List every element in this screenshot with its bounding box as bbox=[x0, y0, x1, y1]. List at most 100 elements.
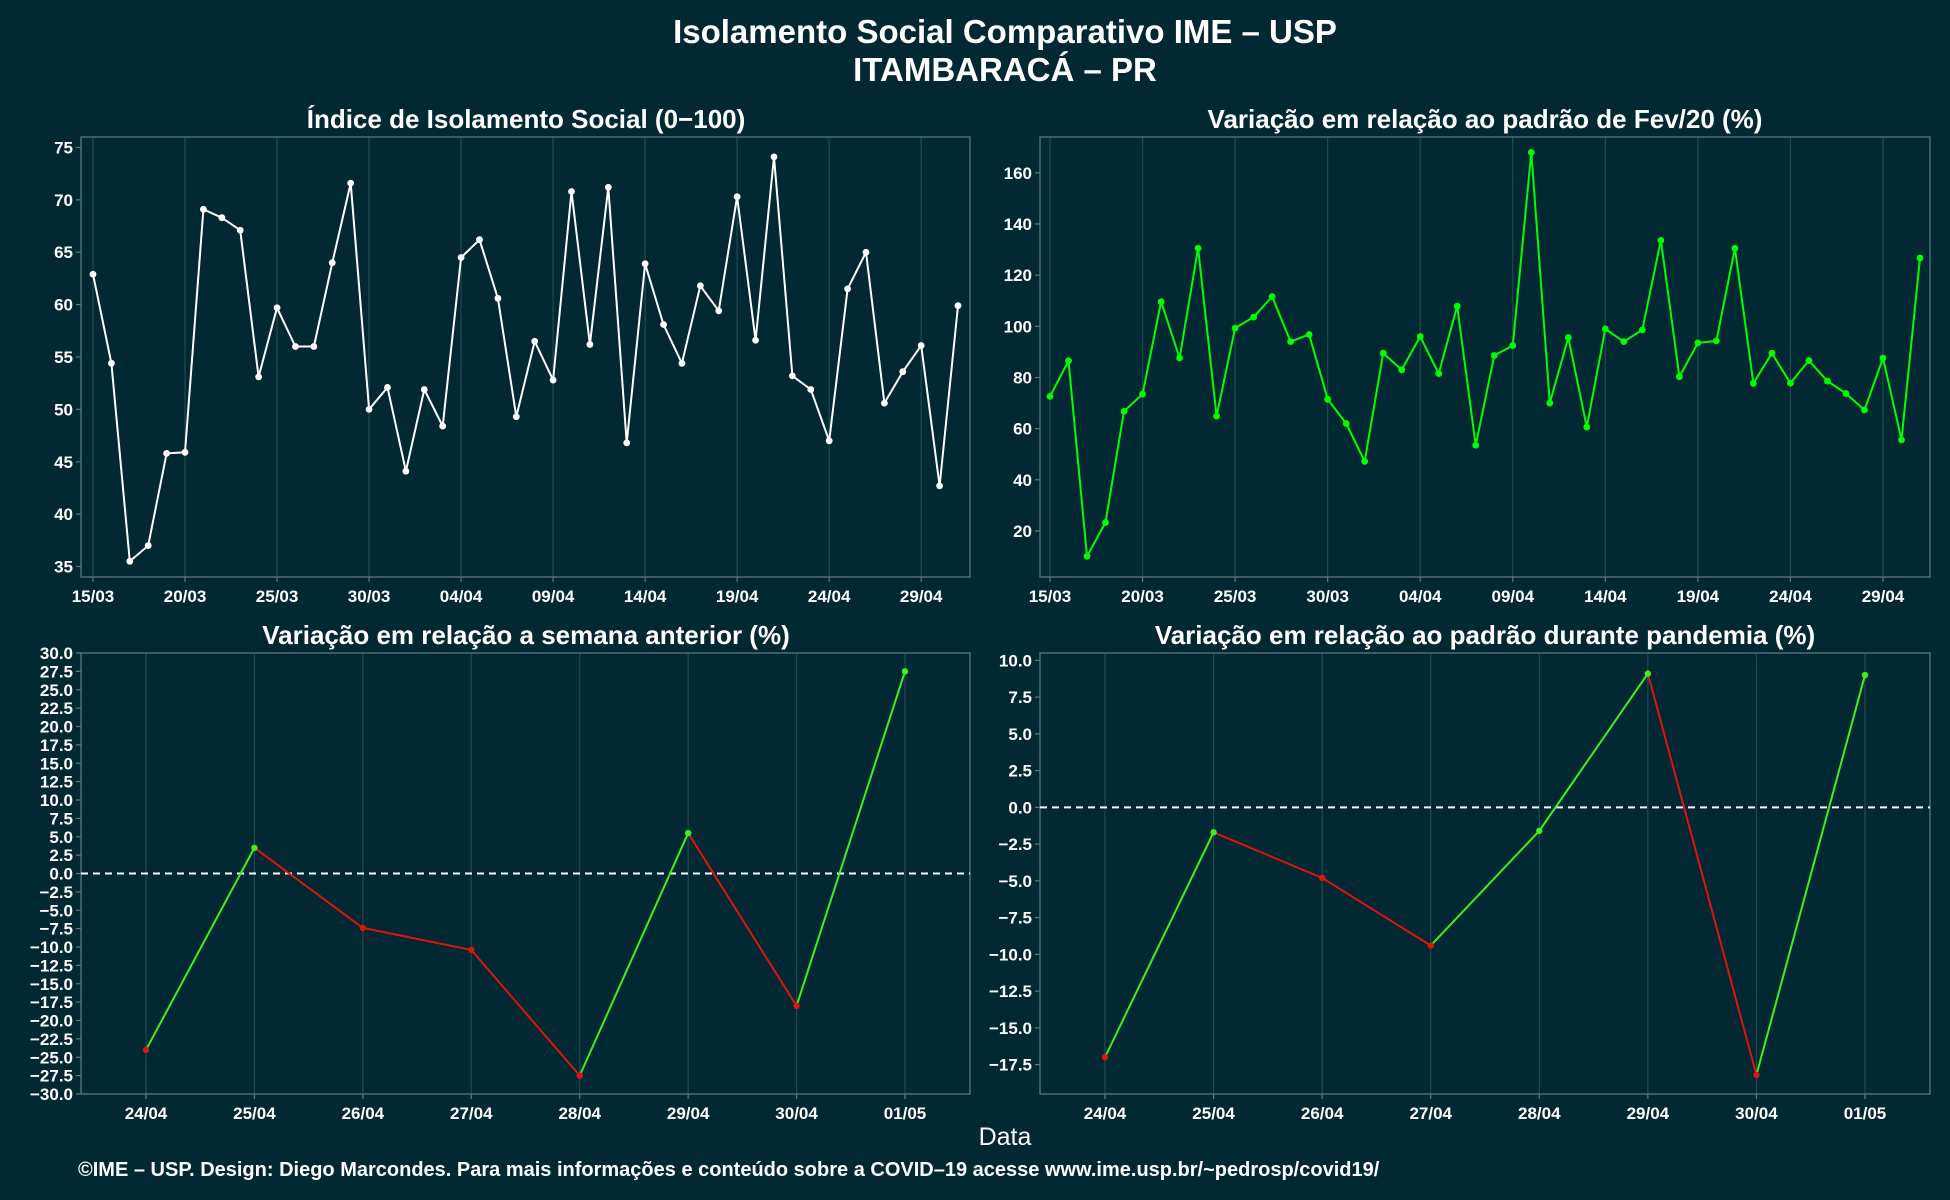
data-point bbox=[89, 270, 97, 278]
data-point bbox=[108, 359, 115, 367]
data-point bbox=[402, 467, 410, 475]
panel-border bbox=[1039, 136, 1931, 578]
x-tick-label: 25/04 bbox=[1192, 1104, 1235, 1123]
data-point bbox=[1536, 827, 1543, 835]
figure-caption: ©IME – USP. Design: Diego Marcondes. Par… bbox=[78, 1159, 1380, 1181]
data-point bbox=[1712, 337, 1720, 345]
x-tick-label: 04/04 bbox=[1399, 587, 1442, 606]
data-point bbox=[1527, 148, 1535, 156]
data-point bbox=[825, 437, 833, 445]
data-point bbox=[696, 282, 704, 290]
data-point bbox=[1583, 423, 1591, 431]
series-line bbox=[1049, 152, 1921, 560]
data-point bbox=[494, 294, 502, 302]
data-point bbox=[623, 439, 631, 447]
data-point bbox=[1268, 293, 1276, 301]
x-tick-label: 30/03 bbox=[348, 587, 391, 606]
data-point bbox=[1861, 671, 1869, 679]
y-tick-label: 0.0 bbox=[49, 865, 73, 884]
x-tick-label: 30/04 bbox=[775, 1104, 818, 1123]
y-tick-label: −7.5 bbox=[39, 920, 73, 939]
y-tick-label: −25.0 bbox=[30, 1048, 73, 1067]
series-segment bbox=[687, 832, 798, 1007]
y-tick-label: 10.0 bbox=[999, 651, 1032, 670]
y-tick-label: −15.0 bbox=[30, 975, 73, 994]
data-point bbox=[1250, 313, 1258, 321]
data-point bbox=[1472, 441, 1480, 449]
x-tick-label: 15/03 bbox=[72, 587, 115, 606]
x-tick-label: 30/04 bbox=[1735, 1104, 1778, 1123]
series-segment bbox=[145, 847, 256, 1051]
data-point bbox=[255, 373, 263, 381]
panel-title-fev: Variação em relação ao padrão de Fev/20 … bbox=[1208, 104, 1763, 134]
data-point bbox=[1379, 349, 1387, 357]
x-tick-label: 25/03 bbox=[256, 587, 299, 606]
data-point bbox=[715, 307, 723, 315]
data-point bbox=[328, 259, 336, 267]
x-tick-label: 14/04 bbox=[624, 587, 667, 606]
x-tick-label: 29/04 bbox=[1862, 587, 1905, 606]
y-tick-label: 50 bbox=[54, 400, 73, 419]
y-tick-label: 2.5 bbox=[1008, 762, 1032, 781]
y-tick-label: 27.5 bbox=[40, 662, 73, 681]
x-tick-label: 04/04 bbox=[440, 587, 483, 606]
y-tick-label: 25.0 bbox=[40, 681, 73, 700]
data-point bbox=[273, 304, 281, 312]
data-point bbox=[236, 226, 244, 234]
data-point bbox=[733, 193, 741, 201]
data-point bbox=[1305, 331, 1313, 338]
panel-title-indice: Índice de Isolamento Social (0−100) bbox=[307, 104, 746, 134]
data-point bbox=[347, 179, 355, 187]
data-point bbox=[844, 285, 851, 293]
data-point bbox=[1824, 377, 1831, 385]
y-tick-label: 40 bbox=[54, 505, 73, 524]
data-point bbox=[218, 214, 226, 222]
data-point bbox=[1916, 254, 1924, 262]
y-tick-label: 30.0 bbox=[40, 644, 73, 663]
data-point bbox=[880, 399, 888, 407]
x-tick-label: 20/03 bbox=[1121, 587, 1164, 606]
data-point bbox=[1342, 420, 1350, 427]
data-point bbox=[1139, 390, 1146, 398]
figure-title-line2: ITAMBARACÁ – PR bbox=[853, 51, 1157, 88]
data-point bbox=[1564, 334, 1572, 341]
x-tick-label: 29/04 bbox=[900, 587, 943, 606]
data-point bbox=[1287, 338, 1295, 346]
y-tick-label: −5.0 bbox=[39, 901, 73, 920]
x-tick-label: 30/03 bbox=[1306, 587, 1349, 606]
data-point bbox=[476, 236, 483, 244]
y-tick-label: 40 bbox=[1013, 471, 1032, 490]
data-point bbox=[1083, 552, 1091, 560]
x-tick-label: 27/04 bbox=[450, 1104, 493, 1123]
y-tick-label: 5.0 bbox=[1008, 725, 1032, 744]
x-tick-label: 20/03 bbox=[164, 587, 207, 606]
y-tick-label: 35 bbox=[54, 558, 73, 577]
y-tick-label: 45 bbox=[54, 453, 73, 472]
y-tick-label: −22.5 bbox=[30, 1030, 73, 1049]
y-tick-label: 7.5 bbox=[1008, 688, 1032, 707]
x-tick-label: 01/05 bbox=[884, 1104, 927, 1123]
data-point bbox=[1101, 1054, 1109, 1061]
data-point bbox=[807, 386, 815, 393]
chart-variacao-fev20: 20 40 60 80 100 120 140 160 15/03 20/03 25/03 30/03… bbox=[1004, 136, 1931, 606]
data-point bbox=[1435, 370, 1443, 378]
data-point bbox=[1046, 392, 1054, 400]
y-tick-label: −17.5 bbox=[30, 993, 73, 1012]
data-point bbox=[568, 188, 575, 195]
data-point bbox=[1694, 339, 1702, 347]
data-point bbox=[1546, 399, 1554, 407]
series-segment bbox=[1429, 830, 1541, 947]
series-segment bbox=[1213, 831, 1323, 879]
x-tick-label: 26/04 bbox=[342, 1104, 385, 1123]
data-point bbox=[1490, 352, 1498, 359]
data-point bbox=[1768, 349, 1776, 357]
series-segment bbox=[1755, 674, 1866, 1076]
x-tick-label: 25/03 bbox=[1214, 587, 1257, 606]
y-tick-label: −2.5 bbox=[998, 835, 1032, 854]
data-point bbox=[862, 248, 870, 256]
y-tick-label: 20.0 bbox=[40, 718, 73, 737]
x-tick-label: 14/04 bbox=[1584, 587, 1627, 606]
x-tick-label: 24/04 bbox=[1769, 587, 1812, 606]
data-point bbox=[200, 205, 207, 213]
data-point bbox=[531, 337, 539, 345]
